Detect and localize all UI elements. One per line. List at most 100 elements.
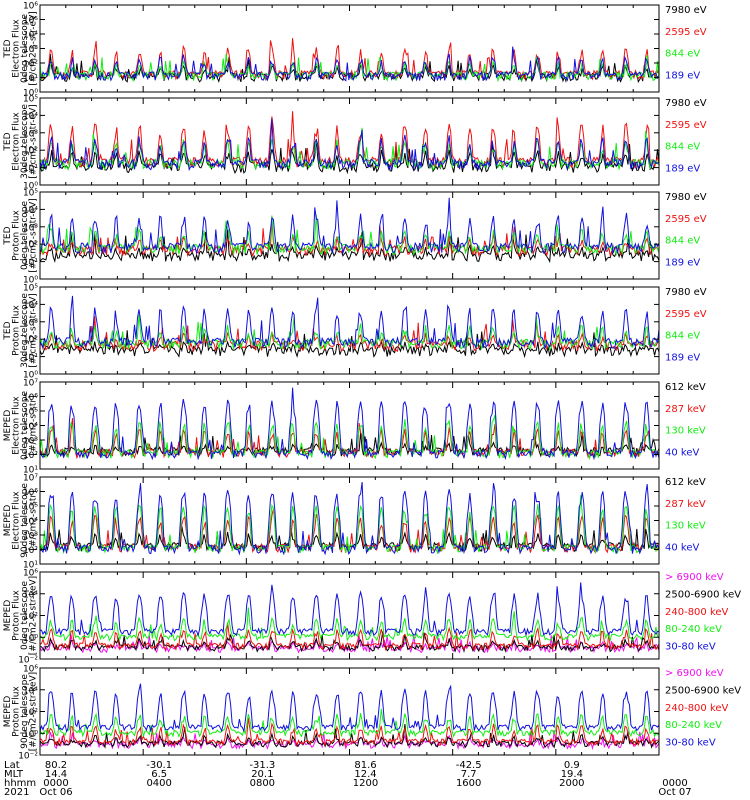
legend-entry: 30-80 keV bbox=[665, 642, 716, 653]
series-line-green bbox=[40, 495, 659, 555]
legend-entry: 844 eV bbox=[665, 331, 700, 342]
legend-entry: 2595 eV bbox=[665, 309, 707, 320]
legend-entry: 844 eV bbox=[665, 236, 700, 247]
y-tick-label: 10⁶ bbox=[23, 393, 38, 403]
legend-entry: 189 eV bbox=[665, 70, 700, 81]
series-line-green bbox=[40, 314, 659, 351]
y-tick-label: 10² bbox=[23, 612, 38, 622]
y-tick-label: 10³ bbox=[23, 437, 38, 447]
legend-entry: 2500-6900 keV bbox=[665, 589, 741, 600]
y-tick-label: 10¹ bbox=[23, 258, 38, 268]
legend-entry: 7980 eV bbox=[665, 192, 707, 203]
legend-entry: 7980 eV bbox=[665, 5, 707, 16]
series-line-red bbox=[40, 622, 659, 652]
y-tick-label: 10⁴ bbox=[23, 206, 38, 216]
y-tick-label: 10⁴ bbox=[23, 112, 38, 122]
y-tick-label: 10¹ bbox=[23, 74, 38, 84]
legend-entry: 189 eV bbox=[665, 352, 700, 363]
legend-entry: 240-800 keV bbox=[665, 607, 729, 618]
axis-row-label: hhmm bbox=[4, 778, 36, 789]
time-axis-value: 80.2 bbox=[45, 760, 67, 771]
time-axis-value: 20.1 bbox=[251, 769, 273, 780]
y-tick-label: 10¹ bbox=[23, 466, 38, 476]
axis-row-label: MLT bbox=[4, 769, 24, 780]
y-axis-label: MEPEDProton Flux0deg telescope[#/cm2-s-s… bbox=[3, 576, 39, 655]
time-axis-value: 12.4 bbox=[354, 769, 376, 780]
legend-entry: 2595 eV bbox=[665, 214, 707, 225]
legend-entry: 2595 eV bbox=[665, 27, 707, 38]
series-line-blue bbox=[40, 481, 659, 556]
legend-entry: 189 eV bbox=[665, 257, 700, 268]
y-tick-label: 10⁴ bbox=[23, 301, 38, 311]
y-tick-label: 10⁴ bbox=[23, 517, 38, 527]
legend-entry: 612 keV bbox=[665, 382, 706, 393]
y-tick-label: 10⁴ bbox=[23, 590, 38, 600]
y-tick-label: 10³ bbox=[23, 318, 38, 328]
y-tick-label: 10² bbox=[23, 241, 38, 251]
legend-entry: 40 keV bbox=[665, 447, 699, 458]
time-axis-value: 7.7 bbox=[461, 769, 477, 780]
time-axis-value: -42.5 bbox=[456, 760, 482, 771]
series-line-black bbox=[40, 330, 659, 359]
y-tick-label: 10² bbox=[23, 60, 38, 70]
series-line-blue bbox=[40, 387, 659, 461]
legend-entry: 240-800 keV bbox=[665, 703, 729, 714]
axis-row-label: 2021 bbox=[4, 787, 29, 798]
legend-entry: 7980 eV bbox=[665, 287, 707, 298]
y-axis-label: MEPEDProton Flux90deg telescope[#/cm2-s-… bbox=[3, 672, 39, 751]
y-tick-label: 10⁶ bbox=[23, 665, 38, 675]
panel-5: 10¹ 10² 10³ 10⁴ 10⁵ 10⁶ 10⁷ MEPEDElectron Flux0… bbox=[3, 379, 706, 476]
y-tick-label: 10⁵ bbox=[23, 16, 38, 26]
y-tick-label: 10¹ bbox=[23, 353, 38, 363]
legend-entry: 80-240 keV bbox=[665, 720, 722, 731]
y-tick-label: 10⁴ bbox=[23, 422, 38, 432]
y-axis-label: TEDProton Flux30deg telescope[#/cm2-s-st… bbox=[3, 293, 39, 368]
series-line-blue bbox=[40, 46, 659, 82]
series-line-green bbox=[40, 708, 659, 738]
time-axis-value: 1200 bbox=[353, 778, 378, 789]
y-tick-label: 10⁰ bbox=[23, 89, 38, 99]
y-tick-label: 10² bbox=[23, 708, 38, 718]
time-axis-value: 6.5 bbox=[151, 769, 167, 780]
time-axis-value: 0400 bbox=[146, 778, 171, 789]
time-axis-value: 14.4 bbox=[45, 769, 67, 780]
y-tick-label: 10⁻² bbox=[18, 656, 38, 666]
y-tick-label: 10² bbox=[23, 147, 38, 157]
legend-entry: 2500-6900 keV bbox=[665, 685, 741, 696]
series-line-blue bbox=[40, 582, 659, 638]
legend-entry: 189 eV bbox=[665, 163, 700, 174]
series-line-black bbox=[40, 229, 659, 264]
y-tick-label: 10⁰ bbox=[23, 182, 38, 192]
time-axis-value: 0000 bbox=[662, 778, 687, 789]
legend-entry: 287 keV bbox=[665, 499, 706, 510]
legend-entry: 844 eV bbox=[665, 142, 700, 153]
y-axis-label: TEDElectron Flux30deg telescope[#/cm2-s-… bbox=[3, 104, 39, 179]
y-tick-label: 10⁵ bbox=[23, 189, 38, 199]
y-tick-label: 10⁴ bbox=[23, 686, 38, 696]
y-tick-label: 10³ bbox=[23, 223, 38, 233]
time-axis-value: 2000 bbox=[559, 778, 584, 789]
time-axis-value: 81.6 bbox=[354, 760, 376, 771]
plot-frame bbox=[39, 286, 660, 375]
time-axis-value: 19.4 bbox=[561, 769, 583, 780]
plot-frame bbox=[39, 191, 660, 280]
y-tick-label: 10⁵ bbox=[23, 503, 38, 513]
legend-entry: 130 keV bbox=[665, 426, 706, 437]
y-tick-label: 10¹ bbox=[23, 561, 38, 571]
series-line-green bbox=[40, 607, 659, 642]
time-axis-value: Oct 07 bbox=[658, 787, 691, 798]
y-tick-label: 10⁷ bbox=[23, 379, 38, 389]
y-axis-label: TEDProton Flux0deg telescope[#/cm2-s-str… bbox=[3, 198, 39, 273]
y-tick-label: 10⁰ bbox=[23, 371, 38, 381]
series-line-blue bbox=[40, 197, 659, 256]
legend-entry: 612 keV bbox=[665, 477, 706, 488]
